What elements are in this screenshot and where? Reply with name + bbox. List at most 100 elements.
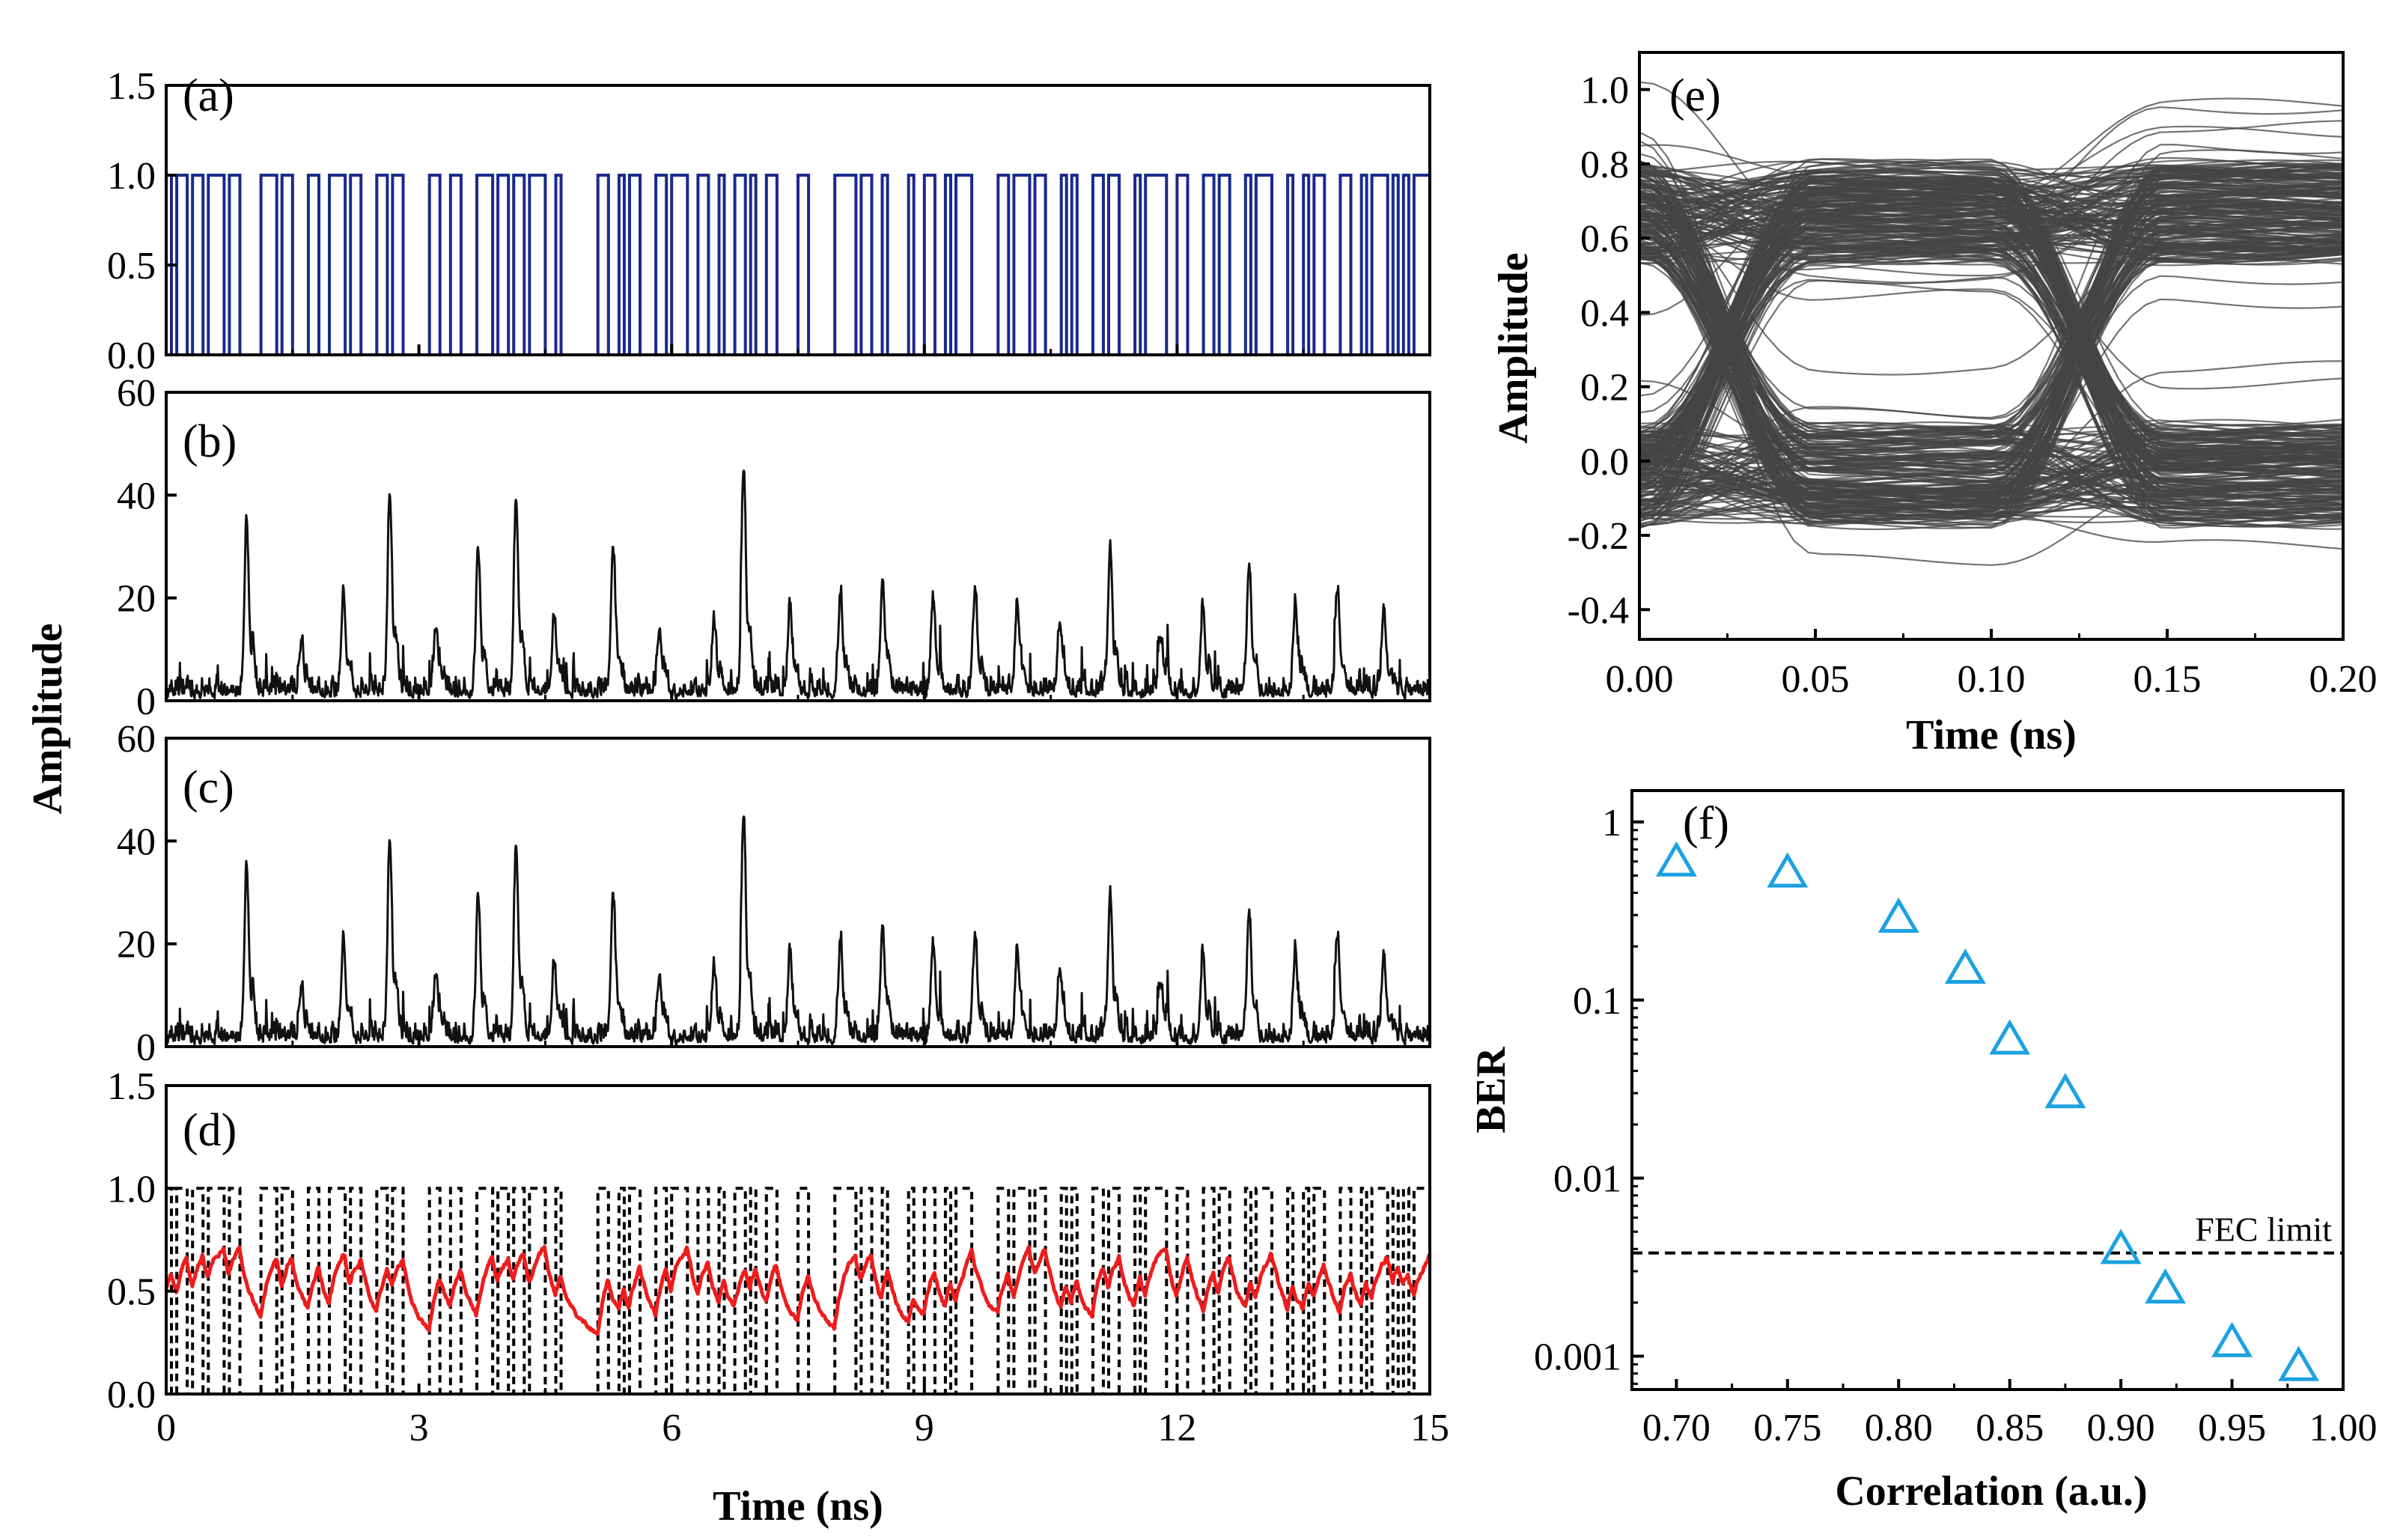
panel-d-xtick-label: 12 [1157, 1407, 1196, 1449]
panel-f-xtick-label: 0.95 [2198, 1407, 2266, 1449]
eye-trace [1639, 228, 2343, 529]
panel-b-ytick-label: 0 [136, 681, 156, 723]
eye-trace [1639, 172, 2343, 472]
panel-e-ytick-label: 0.6 [1580, 218, 1629, 261]
eye-trace [1639, 445, 2343, 505]
panel-b-amplitude-line [165, 469, 1431, 701]
panel-b: 0 20 40 60 (b) [117, 372, 1431, 723]
fec-limit-label: FEC limit [2195, 1211, 2332, 1249]
panel-a-ytick-label: 0.5 [107, 245, 156, 287]
panel-c-ytick-label: 0 [136, 1026, 156, 1069]
eye-trace [1639, 206, 2343, 478]
panel-f-xlabel: Correlation (a.u.) [1835, 1468, 2147, 1515]
panel-c: 0 20 40 60 (c) [117, 718, 1431, 1069]
panel-f-ytick-label: 1 [1602, 802, 1621, 844]
panel-e-xtick-label: 0.20 [2309, 658, 2378, 701]
eye-trace [1639, 442, 2343, 516]
panel-c-label: (c) [183, 762, 234, 813]
panel-f-ytick-label: 0.001 [1534, 1336, 1621, 1378]
panel-b-ytick-label: 60 [117, 372, 156, 415]
eye-trace [1639, 439, 2343, 485]
eye-trace [1639, 246, 2343, 525]
eye-trace [1639, 159, 2343, 246]
eye-trace [1639, 212, 2343, 463]
panel-a-ytick-label: 1.5 [107, 65, 156, 108]
eye-trace [1639, 165, 2343, 233]
panel-d-ytick-label: 1.0 [107, 1168, 156, 1211]
panel-e-ytick-label: -0.2 [1568, 515, 1629, 558]
ber-point-marker [2044, 1073, 2086, 1109]
panel-f-ytick-label: 0.1 [1573, 980, 1621, 1023]
panel-f-xtick-label: 0.80 [1865, 1407, 1933, 1449]
eye-trace [1639, 241, 2343, 255]
panel-e-xtick-label: 0.05 [1782, 658, 1850, 701]
eye-trace [1639, 191, 2343, 478]
panel-d-xtick-label: 0 [156, 1407, 176, 1449]
panel-c-frame [165, 737, 1431, 1048]
panel-d-ytick-label: 0.0 [107, 1374, 156, 1416]
eye-trace [1639, 279, 2343, 529]
ber-point-marker [2100, 1229, 2142, 1264]
ber-point-marker [2145, 1268, 2186, 1304]
panel-d-label: (d) [183, 1105, 237, 1156]
panel-d-xtick-label: 6 [662, 1407, 681, 1449]
panel-b-ytick-label: 20 [117, 578, 156, 621]
eye-trace [1639, 175, 2343, 529]
panel-b-ytick-label: 40 [117, 475, 156, 517]
ber-point-marker [2278, 1345, 2320, 1381]
eye-traces [1639, 81, 2343, 566]
panel-e-ytick-label: 0.4 [1580, 292, 1629, 335]
original-bits-dashed-line [166, 1187, 1430, 1396]
ber-point-marker [1944, 948, 1986, 984]
bit-sequence-line [166, 174, 1430, 356]
panel-d-xtick-label: 15 [1410, 1407, 1449, 1449]
eye-trace [1639, 166, 2343, 484]
panel-e-xtick-label: 0.10 [1958, 658, 2026, 701]
panel-d: 0.0 0.5 1.0 1.5 0 3 6 9 12 15 (d) Time (ns) [107, 1065, 1449, 1530]
panel-c-ytick-label: 20 [117, 924, 156, 967]
eye-trace [1639, 244, 2343, 510]
eye-trace [1639, 212, 2343, 460]
panel-e-xlabel: Time (ns) [1906, 712, 2077, 758]
eye-trace [1639, 176, 2343, 245]
panel-e-ytick-label: 0.2 [1580, 367, 1629, 410]
left-ylabel: Amplitude [25, 623, 71, 814]
eye-trace [1639, 251, 2343, 466]
eye-trace [1639, 171, 2343, 520]
panel-f-ytick-label: 0.01 [1553, 1158, 1621, 1201]
panel-a-label: (a) [183, 70, 234, 121]
panel-d-xtick-label: 3 [409, 1407, 429, 1449]
eye-trace [1639, 179, 2343, 502]
eye-trace [1639, 214, 2343, 437]
panel-d-ytick-label: 1.5 [107, 1065, 156, 1108]
ber-point-marker [1655, 841, 1697, 877]
eye-trace [1639, 437, 2343, 526]
panel-c-amplitude-line [165, 815, 1431, 1047]
eye-trace [1639, 186, 2343, 436]
panel-e-ytick-label: -0.4 [1568, 589, 1629, 632]
panel-a: 0.0 0.5 1.0 1.5 (a) [107, 65, 1431, 377]
eye-trace [1639, 175, 2343, 458]
ber-point-marker [1767, 852, 1809, 888]
ber-point-marker [1877, 897, 1919, 933]
ber-point-marker [1989, 1019, 2031, 1055]
eye-trace [1639, 200, 2343, 466]
eye-trace [1639, 257, 2343, 500]
panel-d-xlabel: Time (ns) [713, 1483, 883, 1530]
panel-a-ytick-label: 1.0 [107, 155, 156, 198]
panel-c-ytick-label: 40 [117, 821, 156, 863]
panel-f-frame [1630, 789, 2345, 1391]
panel-e: -0.4 -0.2 0.0 0.2 0.4 0.6 0.8 1.0 0.00 0.05 0.10 0.… [1490, 51, 2378, 758]
panel-f-xtick-label: 1.00 [2309, 1407, 2378, 1449]
panel-b-label: (b) [183, 416, 237, 467]
eye-trace [1639, 184, 2343, 526]
panel-c-ytick-label: 60 [117, 718, 156, 761]
panel-f-xtick-label: 0.70 [1642, 1407, 1711, 1449]
panel-f-label: (f) [1683, 798, 1729, 849]
panel-d-xtick-label: 9 [915, 1407, 934, 1449]
panel-e-ytick-label: 0.8 [1580, 144, 1629, 186]
panel-e-ytick-label: 0.0 [1580, 441, 1629, 484]
panel-e-label: (e) [1669, 70, 1721, 121]
eye-trace [1639, 158, 2343, 478]
